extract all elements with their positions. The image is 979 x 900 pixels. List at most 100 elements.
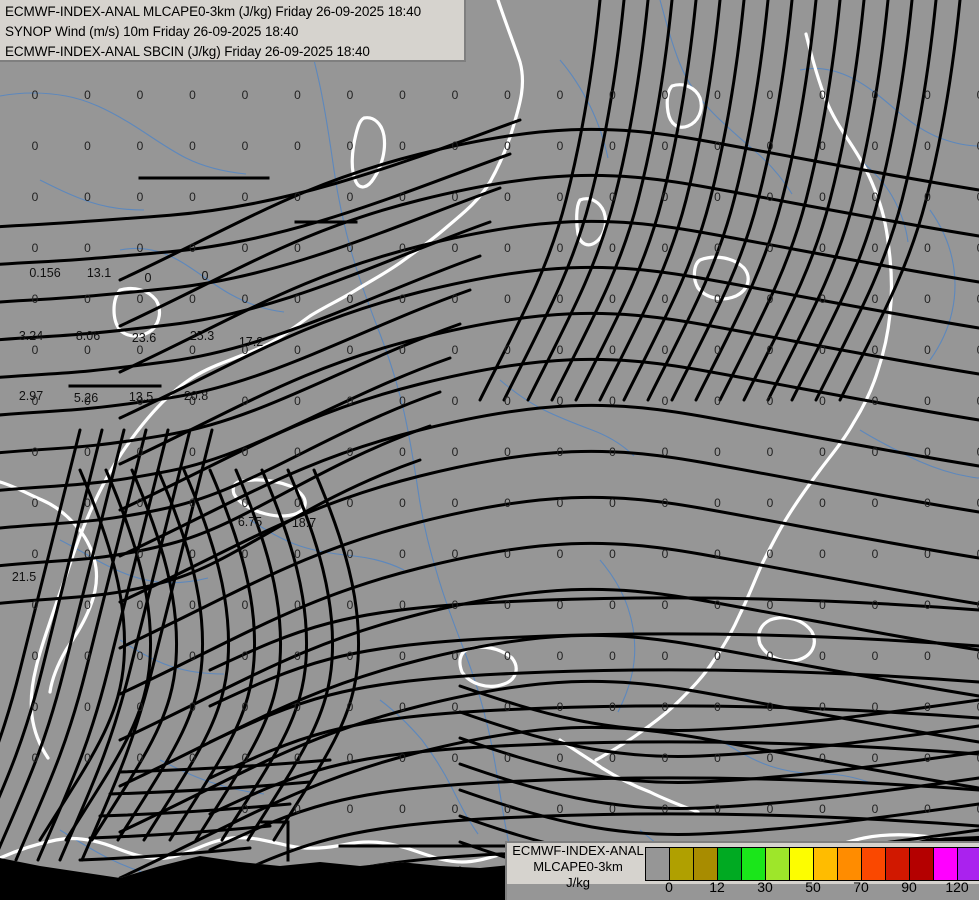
streamline-sw-9 <box>272 468 361 842</box>
colorbar-swatch-12[interactable] <box>934 848 958 880</box>
streamline-bl-0 <box>118 758 332 774</box>
streamline-ne-0 <box>478 0 602 402</box>
streamline-w-1 <box>0 428 104 862</box>
streamline-se-0 <box>458 684 979 732</box>
streamline-se-2 <box>458 736 979 784</box>
streamline-s-4 <box>208 740 979 816</box>
colorbar-swatch-7[interactable] <box>814 848 838 880</box>
coastline-segment-7 <box>231 478 307 518</box>
streamline-e-10 <box>118 587 979 742</box>
streamline-ne-2 <box>526 0 650 402</box>
streamline-se-4 <box>458 788 979 836</box>
streamline-nw-5 <box>0 288 472 418</box>
colorbar-swatch-3[interactable] <box>718 848 742 880</box>
streamline-ne-8 <box>670 0 794 402</box>
streamline-bl-3 <box>88 824 272 840</box>
river-13 <box>859 429 979 479</box>
river-14 <box>159 759 265 795</box>
streamline-bl-4 <box>78 846 252 862</box>
streamline-e-0 <box>118 127 979 282</box>
legend-background-bottom <box>505 884 979 900</box>
colorbar-swatch-0[interactable] <box>646 848 670 880</box>
coastline-segment-9 <box>665 83 703 129</box>
streamline-bl-2 <box>98 802 292 818</box>
streamline-ne-13 <box>790 0 914 402</box>
streamline-sw-2 <box>90 468 179 842</box>
streamline-nw-9 <box>0 424 432 569</box>
streamline-sw-8 <box>246 468 335 842</box>
colorbar-tick-70: 70 <box>853 879 869 895</box>
title-line-synop-wind: SYNOP Wind (m/s) 10m Friday 26-09-2025 1… <box>5 24 299 39</box>
streamline-s-3 <box>208 704 979 780</box>
streamline-se-1 <box>458 710 979 758</box>
colorbar-swatch-9[interactable] <box>862 848 886 880</box>
river-5 <box>929 209 956 361</box>
colorbar-swatch-4[interactable] <box>742 848 766 880</box>
streamline-sw-1 <box>64 468 153 842</box>
coastline-segment-2 <box>558 738 700 814</box>
streamline-ne-11 <box>742 0 866 402</box>
colorbar-swatch-5[interactable] <box>766 848 790 880</box>
streamline-ne-15 <box>838 0 962 402</box>
colorbar-swatch-11[interactable] <box>910 848 934 880</box>
streamline-w-3 <box>14 428 148 862</box>
colorbar-tick-120: 120 <box>945 879 969 895</box>
colorbar[interactable] <box>645 847 979 881</box>
streamline-sw-0 <box>38 468 127 842</box>
legend-units-label: J/kg <box>566 875 590 890</box>
streamline-sw-5 <box>168 468 257 842</box>
streamline-ne-1 <box>502 0 626 402</box>
colorbar-swatch-8[interactable] <box>838 848 862 880</box>
streamline-nw-7 <box>0 356 452 493</box>
streamline-s-2 <box>208 668 979 744</box>
streamline-s-5 <box>208 776 979 852</box>
streamline-ne-4 <box>574 0 698 402</box>
streamline-w-4 <box>36 428 170 862</box>
streamline-sw-7 <box>220 468 309 842</box>
streamline-ne-5 <box>598 0 722 402</box>
river-17 <box>39 179 145 211</box>
streamline-ne-3 <box>550 0 674 402</box>
colorbar-tick-50: 50 <box>805 879 821 895</box>
title-box: ECMWF-INDEX-ANAL MLCAPE0-3km (J/kg) Frid… <box>0 0 466 62</box>
coastline-segment-12 <box>458 645 518 688</box>
streamline-sw-6 <box>194 468 283 842</box>
streamline-se-3 <box>458 762 979 810</box>
colorbar-swatch-6[interactable] <box>790 848 814 880</box>
streamline-s-0 <box>208 596 979 672</box>
coastline-segment-0 <box>29 0 525 760</box>
coastline-segment-5 <box>112 286 162 338</box>
colorbar-swatch-10[interactable] <box>886 848 910 880</box>
streamline-ne-6 <box>622 0 746 402</box>
colorbar-tick-12: 12 <box>709 879 725 895</box>
streamline-w-0 <box>0 428 82 862</box>
streamline-e-2 <box>118 219 979 374</box>
colorbar-swatch-13[interactable] <box>958 848 979 880</box>
streamline-w-6 <box>80 428 214 862</box>
streamline-e-12 <box>118 679 979 834</box>
streamline-e-4 <box>118 311 979 466</box>
colorbar-tick-90: 90 <box>901 879 917 895</box>
streamline-e-9 <box>118 541 979 696</box>
colorbar-swatch-1[interactable] <box>670 848 694 880</box>
legend-parameter-label: MLCAPE0-3km <box>533 859 623 874</box>
streamline-nw-1 <box>0 152 512 267</box>
colorbar-tick-30: 30 <box>757 879 773 895</box>
coastline-segment-6 <box>350 116 387 189</box>
colorbar-swatch-2[interactable] <box>694 848 718 880</box>
streamline-ne-12 <box>766 0 890 402</box>
streamline-e-8 <box>118 495 979 650</box>
streamline-e-6 <box>118 403 979 558</box>
streamline-sw-4 <box>142 468 231 842</box>
legend-model-label: ECMWF-INDEX-ANAL <box>512 843 644 858</box>
streamline-ne-7 <box>646 0 770 402</box>
streamline-sw-3 <box>116 468 205 842</box>
streamline-nw-3 <box>0 220 492 342</box>
river-0 <box>299 0 517 875</box>
river-6 <box>499 379 635 457</box>
streamline-e-1 <box>118 173 979 328</box>
